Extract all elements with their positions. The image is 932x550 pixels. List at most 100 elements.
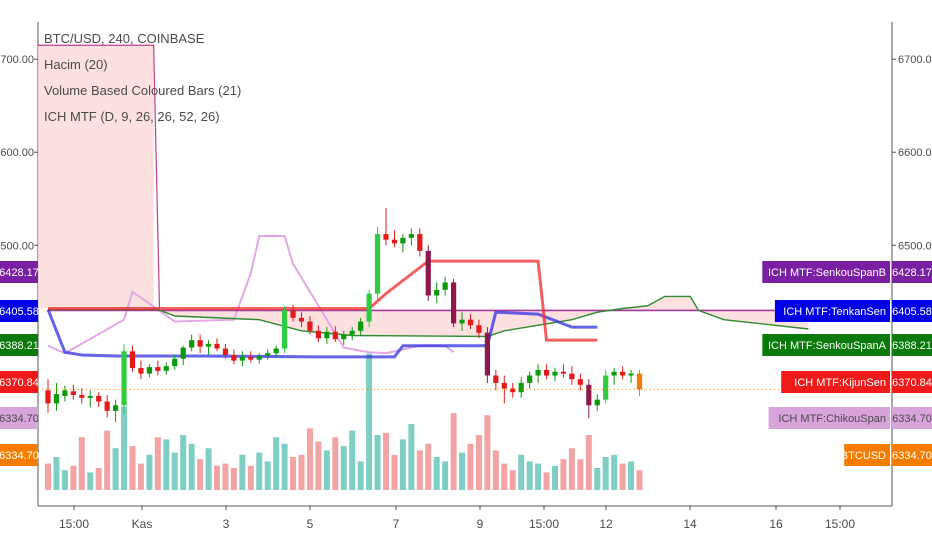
candle-body bbox=[603, 375, 609, 400]
volume-bar bbox=[492, 450, 499, 490]
candle-body bbox=[577, 379, 583, 385]
volume-bar bbox=[636, 470, 643, 490]
volume-bar bbox=[568, 448, 575, 490]
left-price-tag[interactable] bbox=[0, 371, 38, 393]
indicator-coloured-bars[interactable]: Volume Based Coloured Bars (21) bbox=[44, 83, 242, 98]
volume-bar bbox=[112, 448, 119, 490]
left-price-tag[interactable] bbox=[0, 407, 38, 429]
candle-body bbox=[138, 368, 144, 374]
left-price-tag[interactable] bbox=[0, 261, 38, 283]
indicator-ichimoku[interactable]: ICH MTF (D, 9, 26, 26, 52, 26) bbox=[44, 109, 220, 124]
right-indicator-tag-label: ICH MTF:KijunSen bbox=[794, 377, 886, 389]
candle-body bbox=[535, 369, 541, 376]
volume-bar bbox=[281, 443, 288, 490]
candle-body bbox=[248, 356, 254, 360]
candle-body bbox=[146, 367, 152, 374]
left-price-tag[interactable] bbox=[0, 444, 38, 466]
candle-body bbox=[451, 282, 457, 324]
right-indicator-tag-label: ICH MTF:ChikouSpan bbox=[778, 413, 886, 425]
symbol-title[interactable]: BTC/USD, 240, COINBASE bbox=[44, 31, 205, 46]
volume-bar bbox=[121, 406, 128, 490]
right-indicator-tag[interactable] bbox=[762, 261, 890, 283]
volume-bar bbox=[628, 461, 635, 490]
candle-body bbox=[358, 321, 364, 331]
candle-body bbox=[484, 332, 490, 376]
volume-bar bbox=[78, 437, 85, 490]
left-price-tag[interactable] bbox=[0, 334, 38, 356]
x-tick-label: 12 bbox=[599, 517, 613, 531]
y-tick-label-left: 6500.00 bbox=[0, 240, 34, 252]
candle-body bbox=[172, 358, 178, 367]
candle-body bbox=[163, 366, 169, 371]
volume-bar bbox=[197, 459, 204, 490]
candle-body bbox=[62, 390, 68, 396]
volume-bar bbox=[577, 459, 584, 490]
right-indicator-tag-label: ICH MTF:SenkouSpanB bbox=[768, 267, 886, 279]
x-tick-label: 15:00 bbox=[59, 517, 89, 531]
volume-bar bbox=[315, 441, 322, 490]
volume-bar bbox=[222, 463, 229, 490]
indicator-volume[interactable]: Hacim (20) bbox=[44, 57, 108, 72]
right-indicator-tag-label: ICH MTF:SenkouSpanA bbox=[768, 340, 887, 352]
candle-body bbox=[476, 325, 482, 333]
candle-body bbox=[53, 394, 60, 404]
candle-body bbox=[594, 399, 600, 406]
candle-body bbox=[45, 390, 51, 404]
candle-body bbox=[501, 382, 507, 389]
right-price-tag[interactable] bbox=[892, 407, 932, 429]
candle-body bbox=[205, 343, 212, 347]
volume-bar bbox=[425, 443, 432, 490]
candle-body bbox=[155, 367, 161, 371]
volume-bar bbox=[53, 457, 60, 490]
candle-body bbox=[391, 239, 398, 244]
volume-bar bbox=[509, 470, 516, 490]
volume-bar bbox=[273, 437, 280, 490]
right-price-tag-label: 6428.17 bbox=[892, 267, 932, 279]
candle-body bbox=[560, 371, 567, 374]
volume-bar bbox=[484, 415, 491, 490]
candle-body bbox=[290, 310, 296, 318]
volume-bar bbox=[104, 430, 111, 490]
volume-bar bbox=[95, 468, 102, 490]
right-price-tag[interactable] bbox=[892, 334, 932, 356]
x-tick-label: 3 bbox=[223, 517, 230, 531]
candle-body bbox=[442, 282, 448, 290]
candle-body bbox=[636, 373, 643, 390]
right-price-tag[interactable] bbox=[892, 371, 932, 393]
volume-bar bbox=[332, 437, 339, 490]
candle-body bbox=[197, 340, 203, 347]
right-price-tag[interactable] bbox=[892, 300, 932, 322]
right-price-tag[interactable] bbox=[892, 444, 932, 466]
right-price-tag[interactable] bbox=[892, 261, 932, 283]
candle-body bbox=[87, 395, 93, 398]
right-indicator-tag-label: ICH MTF:TenkanSen bbox=[783, 306, 886, 318]
left-price-tag[interactable] bbox=[0, 300, 38, 322]
right-price-tag-label: 6388.21 bbox=[892, 340, 932, 352]
right-indicator-tag[interactable] bbox=[781, 371, 890, 393]
right-price-tag-label: 6370.84 bbox=[892, 377, 932, 389]
right-indicator-tag[interactable] bbox=[774, 300, 890, 322]
candle-body bbox=[298, 317, 305, 322]
candle-body bbox=[569, 373, 575, 380]
y-tick-label-left: 6700.00 bbox=[0, 54, 34, 66]
ichimoku-cloud bbox=[48, 296, 809, 337]
candle-body bbox=[214, 343, 220, 349]
volume-bar bbox=[450, 413, 457, 490]
candle-body bbox=[79, 395, 85, 398]
senkou-span-a-line bbox=[48, 295, 809, 338]
right-indicator-tag-label: BTCUSD bbox=[841, 450, 886, 462]
x-tick-label: 15:00 bbox=[529, 517, 559, 531]
x-tick-label: 15:00 bbox=[825, 517, 855, 531]
right-indicator-tag[interactable] bbox=[768, 407, 890, 429]
tenkan-sen-line bbox=[46, 308, 598, 359]
right-indicator-tag[interactable] bbox=[762, 334, 890, 356]
candle-body bbox=[425, 250, 431, 296]
ichimoku-cloud-early bbox=[38, 45, 154, 309]
right-indicator-tag[interactable] bbox=[844, 444, 890, 466]
volume-bar bbox=[290, 457, 297, 490]
volume-bar bbox=[543, 472, 550, 490]
left-price-tag-label: 6334.70 bbox=[0, 450, 39, 462]
candle-body bbox=[417, 234, 423, 251]
